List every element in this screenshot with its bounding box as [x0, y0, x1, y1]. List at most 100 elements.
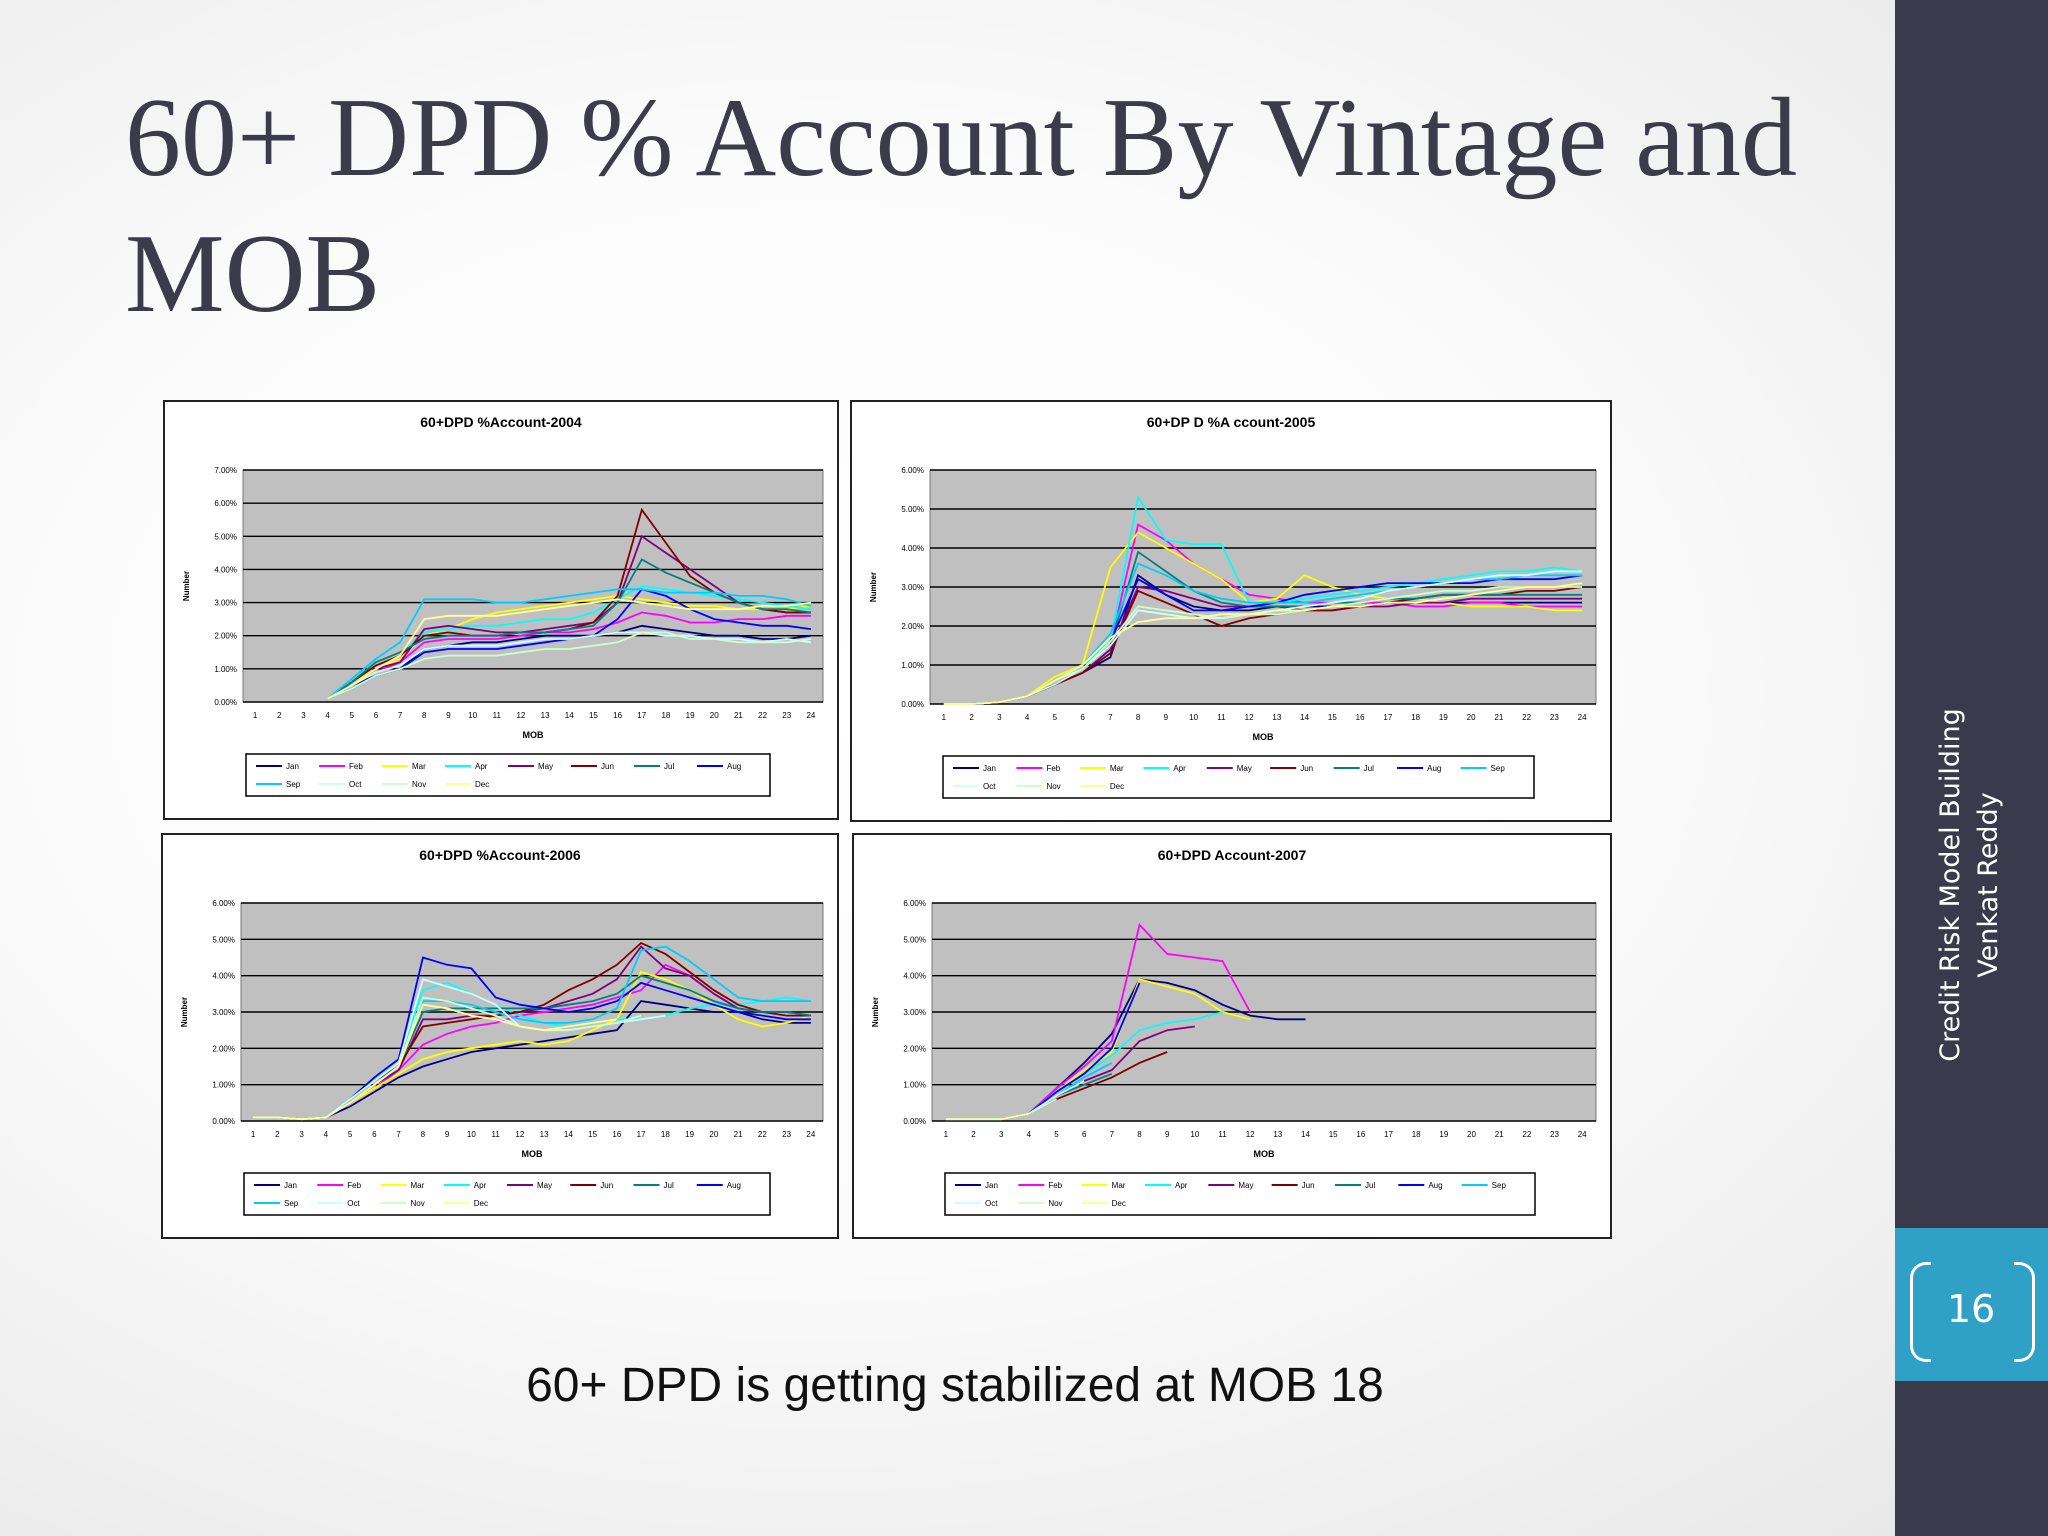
sidebar-author: Venkat Reddy — [1973, 792, 2004, 978]
x-tick-label: 16 — [612, 1130, 621, 1139]
legend-label: Mar — [411, 1181, 425, 1190]
x-tick-label: 24 — [806, 1130, 815, 1139]
series-line-jan — [327, 624, 812, 700]
x-tick-label: 2 — [969, 713, 974, 722]
x-tick-label: 17 — [1383, 713, 1392, 722]
legend-label: Oct — [985, 1199, 998, 1208]
legend-label: Aug — [727, 1181, 741, 1190]
y-tick-label: 5.00% — [214, 532, 237, 541]
y-tick-label: 0.00% — [212, 1117, 235, 1126]
x-tick-label: 22 — [758, 711, 767, 720]
legend-label: Nov — [1048, 1199, 1062, 1208]
x-tick-label: 8 — [422, 711, 427, 720]
x-tick-label: 14 — [564, 1130, 573, 1139]
legend-label: Dec — [1112, 1199, 1126, 1208]
x-tick-label: 22 — [1522, 713, 1531, 722]
x-tick-label: 23 — [1550, 713, 1559, 722]
x-tick-label: 21 — [734, 711, 743, 720]
x-tick-label: 16 — [613, 711, 622, 720]
chart-legend: Jan Feb Mar Apr May Jun Jul Aug Sep Oct Nov Dec — [245, 753, 771, 797]
x-tick-label: 7 — [396, 1130, 401, 1139]
x-tick-label: 10 — [467, 1130, 476, 1139]
legend-label: Oct — [347, 1199, 360, 1208]
x-tick-label: 12 — [1246, 1130, 1255, 1139]
y-tick-label: 1.00% — [903, 1081, 926, 1090]
chart-legend: Jan Feb Mar Apr May Jun Jul Aug Sep Oct Nov Dec — [243, 1172, 771, 1216]
legend-box — [245, 753, 771, 797]
x-tick-label: 3 — [997, 713, 1002, 722]
chart-panel-2007: 60+DPD Account-2007 0.00% 1.00% 2.00% 3.00% 4… — [852, 833, 1612, 1239]
x-tick-label: 5 — [1053, 713, 1058, 722]
x-tick-label: 5 — [350, 711, 355, 720]
x-tick-label: 15 — [1328, 713, 1337, 722]
x-tick-label: 8 — [421, 1130, 426, 1139]
x-axis-label: MOB — [523, 730, 544, 740]
y-tick-label: 4.00% — [214, 565, 237, 574]
x-tick-label: 1 — [942, 713, 947, 722]
x-tick-label: 24 — [1578, 1130, 1587, 1139]
chart-panel-2006: 60+DPD %Account-2006 0.00% 1.00% 2.00% 3.00%… — [161, 833, 839, 1239]
y-tick-label: 3.00% — [214, 599, 237, 608]
y-tick-label: 3.00% — [903, 1008, 926, 1017]
y-tick-label: 2.00% — [901, 622, 924, 631]
y-tick-label: 0.00% — [901, 700, 924, 709]
y-tick-label: 6.00% — [212, 899, 235, 908]
x-tick-label: 16 — [1356, 713, 1365, 722]
slide-caption: 60+ DPD is getting stabilized at MOB 18 — [526, 1359, 1384, 1412]
legend-label: Nov — [1046, 782, 1060, 791]
legend-box — [944, 1172, 1536, 1216]
chart-title: 60+DPD Account-2007 — [1158, 847, 1307, 863]
x-tick-label: 22 — [1522, 1130, 1531, 1139]
series-line-dec — [253, 1003, 618, 1121]
x-tick-label: 8 — [1137, 1130, 1142, 1139]
x-tick-label: 6 — [1082, 1130, 1087, 1139]
slide-title: 60+ DPD % Account By Vintage and MOB — [125, 76, 1797, 336]
y-tick-label: 4.00% — [901, 544, 924, 553]
x-tick-label: 19 — [686, 711, 695, 720]
y-tick-label: 0.00% — [903, 1117, 926, 1126]
legend-label: Nov — [411, 1199, 425, 1208]
x-tick-label: 20 — [709, 1130, 718, 1139]
series-line-dec — [945, 1112, 1029, 1121]
x-tick-label: 19 — [1439, 713, 1448, 722]
x-tick-label: 15 — [1329, 1130, 1338, 1139]
legend-label: Jun — [601, 762, 614, 771]
x-tick-label: 14 — [1301, 1130, 1310, 1139]
legend-label: Sep — [286, 780, 301, 789]
legend-box — [942, 755, 1535, 799]
legend-label: Dec — [474, 1199, 488, 1208]
series-line-feb — [327, 611, 811, 700]
x-tick-label: 21 — [1495, 1130, 1504, 1139]
legend-label: Feb — [349, 762, 363, 771]
legend-label: Feb — [1048, 1181, 1062, 1190]
y-tick-label: 6.00% — [901, 466, 924, 475]
x-tick-label: 4 — [1027, 1130, 1032, 1139]
x-tick-label: 14 — [565, 711, 574, 720]
chart-panel-2004: 60+DPD %Account-2004 0.00% 1.00% 2.00% 3.00%… — [163, 400, 839, 820]
y-tick-label: 6.00% — [903, 899, 926, 908]
series-line-may — [327, 534, 811, 700]
y-tick-label: 1.00% — [901, 661, 924, 670]
page-number: 16 — [1946, 1287, 1996, 1331]
y-tick-label: 2.00% — [214, 632, 237, 641]
legend-label: Mar — [1112, 1181, 1126, 1190]
x-tick-label: 21 — [734, 1130, 743, 1139]
x-tick-label: 7 — [1108, 713, 1113, 722]
x-tick-label: 5 — [1054, 1130, 1059, 1139]
legend-label: Apr — [475, 762, 488, 771]
chart-title: 60+DPD %Account-2004 — [420, 414, 582, 430]
series-line-jul — [327, 558, 812, 700]
legend-label: Apr — [1175, 1181, 1188, 1190]
legend-label: Mar — [412, 762, 426, 771]
y-tick-label: 5.00% — [901, 505, 924, 514]
x-axis-label: MOB — [522, 1149, 543, 1159]
x-tick-label: 22 — [758, 1130, 767, 1139]
y-tick-label: 7.00% — [214, 466, 237, 475]
legend-label: Jul — [1364, 764, 1374, 773]
x-tick-label: 11 — [493, 711, 502, 720]
series-line-dec — [327, 598, 812, 700]
legend-label: Dec — [475, 780, 489, 789]
x-tick-label: 13 — [541, 711, 550, 720]
x-tick-label: 11 — [1218, 1130, 1227, 1139]
legend-label: Jan — [985, 1181, 998, 1190]
